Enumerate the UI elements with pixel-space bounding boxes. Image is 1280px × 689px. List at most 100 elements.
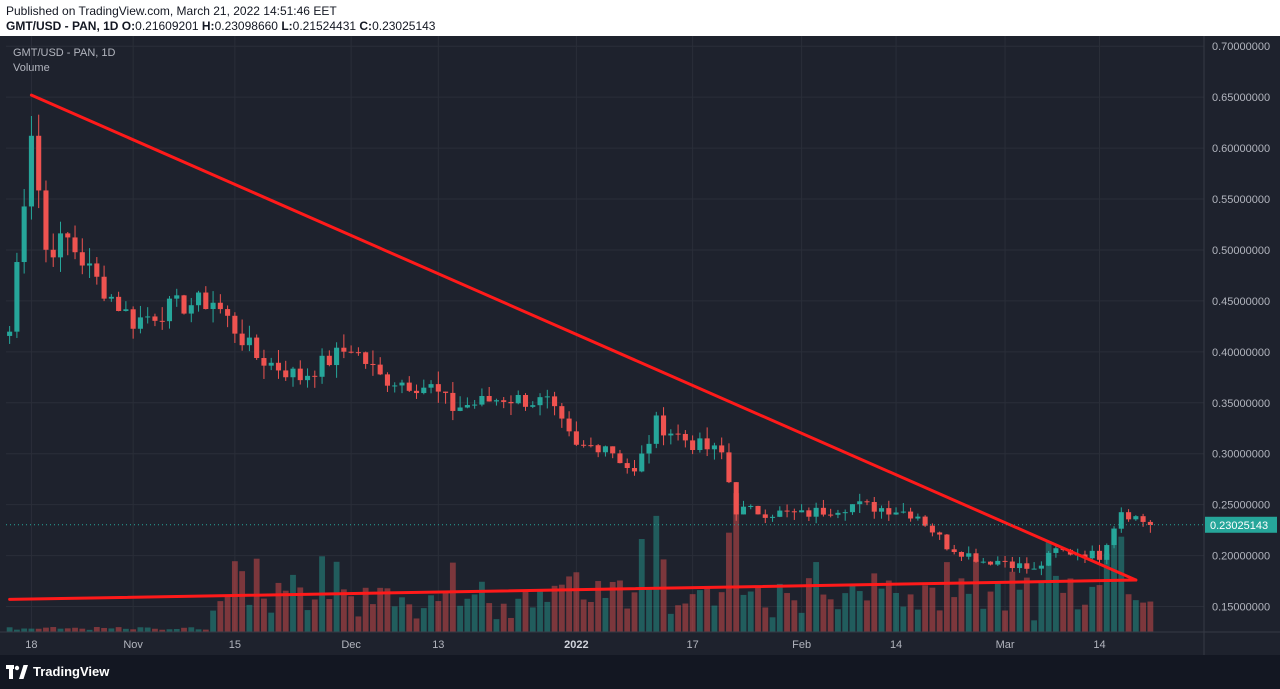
candle-body <box>377 364 383 375</box>
volume-bar <box>137 627 144 632</box>
candle-body <box>1002 560 1008 562</box>
volume-bar <box>406 604 413 632</box>
candle-body <box>1104 545 1110 560</box>
candle-body <box>770 516 776 518</box>
volume-bar <box>1045 541 1052 632</box>
volume-bar <box>35 628 42 632</box>
trendline-support <box>8 578 1138 601</box>
y-tick-label: 0.70000000 <box>1212 41 1270 53</box>
y-tick-label: 0.50000000 <box>1212 245 1270 257</box>
volume-bar <box>914 609 921 632</box>
volume-bar <box>115 627 122 632</box>
candle-body <box>464 405 470 408</box>
candle-body <box>610 446 616 454</box>
volume-bar <box>726 532 732 632</box>
volume-bar <box>827 599 834 632</box>
footer-bar: TradingView <box>0 655 1280 689</box>
volume-bar <box>1060 592 1067 632</box>
tradingview-logo[interactable]: TradingView <box>6 664 109 679</box>
candle-body <box>893 512 899 515</box>
volume-bar <box>442 590 449 632</box>
candle-body <box>166 298 173 322</box>
volume-bar <box>1103 553 1110 632</box>
candle-body <box>21 206 27 263</box>
volume-bar <box>798 612 805 632</box>
candle-body <box>1118 512 1124 529</box>
candle-body <box>297 368 303 381</box>
price-chart[interactable]: 0.70000000 0.65000000 0.60000000 0.55000000… <box>0 36 1280 655</box>
volume-bar <box>413 618 420 632</box>
candle-body <box>515 394 521 404</box>
candle-body <box>1024 563 1030 569</box>
symbol-label: GMT/USD - PAN, 1D <box>6 19 119 33</box>
volume-bar <box>377 587 384 632</box>
legend-symbol: GMT/USD - PAN, 1D <box>13 47 116 59</box>
candle-body <box>203 292 209 310</box>
volume-bar <box>122 628 129 632</box>
volume-bar <box>435 601 442 632</box>
candle-body <box>581 444 587 446</box>
volume-bar <box>718 592 725 632</box>
volume-bar <box>646 588 652 632</box>
candle-body <box>806 510 812 517</box>
candle-body <box>944 534 950 550</box>
volume-bar <box>28 628 35 632</box>
candle-body <box>326 355 332 366</box>
candle-body <box>1038 565 1044 569</box>
candle-body <box>79 252 85 266</box>
candle-body <box>181 295 187 314</box>
volume-bar <box>173 629 180 632</box>
volume-bar <box>166 629 173 632</box>
y-tick-label: 0.35000000 <box>1212 398 1270 410</box>
candle-body <box>719 445 725 453</box>
candle-body <box>980 561 986 563</box>
candle-body <box>413 390 420 394</box>
candle-body <box>842 512 848 514</box>
volume-bar <box>558 584 565 632</box>
volume-bar <box>1074 609 1081 632</box>
volume-bar <box>508 617 514 632</box>
y-tick-label: 0.20000000 <box>1212 551 1270 563</box>
candle-body <box>864 501 870 503</box>
volume-bar <box>711 605 718 632</box>
volume-bar <box>1016 589 1023 632</box>
volume-bar <box>493 619 500 632</box>
candle-body <box>566 418 572 432</box>
candle-body <box>406 382 412 391</box>
volume-bar <box>391 606 398 632</box>
candle-body <box>370 363 376 365</box>
candle-body <box>1147 521 1153 526</box>
candle-body <box>65 233 71 238</box>
candle-body <box>334 347 340 366</box>
volume-bar <box>994 583 1001 632</box>
x-tick-label: Mar <box>996 639 1015 651</box>
last-price-label: 0.23025143 <box>1210 520 1268 532</box>
volume-bar <box>675 605 681 632</box>
volume-bar <box>1140 602 1147 632</box>
y-tick-label: 0.60000000 <box>1212 143 1270 155</box>
volume-bar <box>907 594 914 632</box>
candle-body <box>159 320 165 322</box>
candle-body <box>849 504 856 513</box>
candle-body <box>1096 550 1103 560</box>
volume-bar <box>224 595 231 632</box>
candle-body <box>958 551 964 557</box>
candle-body <box>428 384 434 388</box>
volume-bar <box>544 601 551 632</box>
volume-bar <box>587 601 594 632</box>
volume-bar <box>152 628 158 632</box>
candle-body <box>1031 568 1037 570</box>
candle-body <box>682 433 688 441</box>
candle-body <box>559 406 565 419</box>
candle-body <box>1126 512 1132 520</box>
candle-body <box>588 445 594 447</box>
volume-bar <box>849 585 856 632</box>
volume-bar <box>246 604 253 632</box>
volume-bar <box>965 593 972 632</box>
volume-bar <box>420 608 427 632</box>
grid-layer <box>6 36 1204 632</box>
volume-bar <box>762 607 769 632</box>
candle-body <box>101 276 107 299</box>
candle-body <box>246 337 252 346</box>
y-tick-label: 0.45000000 <box>1212 296 1270 308</box>
